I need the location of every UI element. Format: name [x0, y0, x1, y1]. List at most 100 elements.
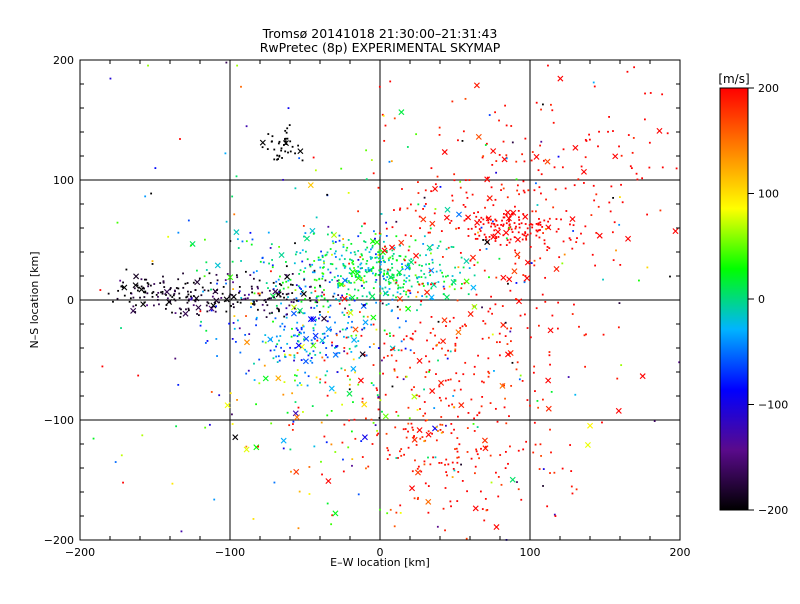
data-point — [330, 231, 333, 234]
data-point — [377, 251, 380, 253]
data-point — [438, 126, 441, 129]
data-point — [451, 283, 454, 286]
data-point — [253, 303, 256, 306]
data-point — [257, 308, 259, 311]
data-point — [250, 302, 253, 305]
data-point — [548, 247, 551, 250]
data-point — [397, 317, 399, 320]
data-point — [608, 116, 610, 118]
data-point — [429, 231, 431, 234]
data-point — [534, 443, 537, 446]
data-point — [567, 376, 570, 378]
data-point — [276, 361, 279, 363]
data-point — [342, 458, 344, 461]
data-point — [322, 342, 324, 344]
data-point — [350, 282, 352, 284]
data-point — [438, 385, 441, 388]
data-point — [303, 270, 305, 273]
data-point — [509, 238, 512, 241]
data-point — [417, 203, 420, 206]
data-point — [436, 175, 439, 178]
data-point-cross — [352, 326, 359, 333]
data-point — [271, 264, 274, 267]
data-point — [340, 254, 343, 257]
data-point — [323, 293, 325, 296]
data-point — [487, 219, 490, 222]
data-point — [481, 380, 483, 383]
data-point-cross — [194, 279, 201, 286]
data-point — [112, 300, 114, 303]
data-point — [445, 424, 447, 427]
data-point — [476, 453, 479, 456]
data-point — [451, 403, 454, 406]
data-point — [428, 263, 431, 265]
data-point — [132, 296, 135, 299]
data-point — [233, 315, 236, 317]
data-point — [383, 261, 386, 263]
data-point — [233, 327, 236, 330]
data-point — [371, 443, 374, 445]
data-point — [393, 369, 396, 372]
data-point — [444, 354, 447, 356]
data-point-cross — [303, 335, 310, 342]
data-point — [661, 93, 664, 96]
data-point — [523, 280, 526, 283]
data-point — [300, 326, 303, 329]
data-point — [357, 270, 360, 272]
data-point — [385, 227, 388, 230]
data-point — [423, 205, 426, 208]
data-point-cross — [163, 288, 170, 295]
data-point-cross — [444, 206, 451, 213]
data-point — [346, 246, 349, 249]
data-point — [357, 289, 360, 292]
data-point — [500, 223, 503, 226]
data-point — [428, 360, 431, 363]
data-point — [460, 463, 462, 466]
data-point — [286, 127, 289, 130]
x-axis-label: E–W location [km] — [330, 556, 430, 569]
data-point — [669, 275, 671, 278]
data-point — [480, 447, 482, 450]
data-point — [505, 154, 508, 157]
data-point — [162, 280, 165, 283]
data-point — [531, 151, 534, 153]
data-point — [498, 119, 500, 122]
data-point — [462, 373, 465, 376]
data-point-cross — [351, 336, 358, 343]
data-point — [480, 216, 483, 219]
data-point — [506, 327, 509, 330]
data-point-cross — [243, 446, 250, 453]
data-point — [284, 129, 287, 132]
data-point — [503, 384, 505, 387]
y-tick-label: −200 — [44, 534, 74, 547]
data-point — [285, 298, 288, 301]
data-point — [419, 227, 421, 230]
data-point — [539, 221, 542, 224]
data-point — [502, 213, 505, 215]
data-point — [410, 258, 413, 261]
data-point — [465, 537, 468, 540]
data-point — [542, 103, 544, 106]
data-point — [385, 333, 388, 336]
data-point — [371, 256, 374, 259]
data-point — [358, 311, 361, 313]
data-point — [166, 297, 169, 300]
data-point — [346, 311, 349, 314]
data-point — [277, 278, 280, 281]
data-point-cross — [328, 385, 335, 392]
data-point — [358, 271, 361, 274]
data-point — [479, 490, 482, 493]
data-point — [378, 257, 380, 260]
data-point — [438, 396, 441, 399]
data-point-cross — [505, 351, 512, 358]
data-point — [280, 147, 283, 150]
data-point — [251, 291, 254, 294]
data-point — [296, 335, 299, 338]
data-point — [225, 61, 228, 64]
data-point — [107, 292, 110, 295]
data-point — [319, 381, 321, 384]
data-point — [495, 237, 498, 240]
data-point — [510, 327, 512, 330]
data-point-cross — [294, 414, 301, 421]
x-tick-label: 200 — [670, 546, 691, 559]
